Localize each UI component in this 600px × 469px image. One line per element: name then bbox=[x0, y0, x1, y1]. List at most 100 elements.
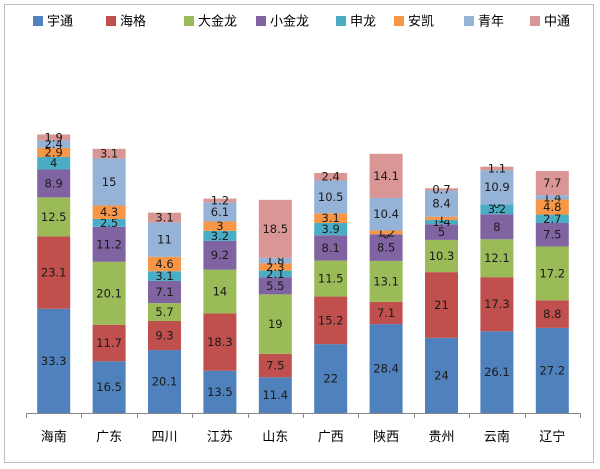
bar-segment bbox=[480, 331, 514, 413]
data-label: 9.2 bbox=[211, 248, 229, 262]
bar-segment bbox=[92, 205, 126, 219]
data-label: 3.1 bbox=[155, 269, 173, 283]
data-label: 5.7 bbox=[155, 305, 173, 319]
bar-segment bbox=[37, 236, 71, 309]
bar-segment bbox=[480, 239, 514, 278]
x-tick-label: 广西 bbox=[318, 430, 344, 445]
stacked-bar-chart: 宇通 海格 大金龙 小金龙 申龙 安凯 青年 中通 33.323.112.58.942.92.… bbox=[26, 14, 581, 445]
legend-label: 小金龙 bbox=[270, 14, 309, 30]
bar-segment bbox=[535, 300, 569, 328]
data-label: 23.1 bbox=[41, 266, 67, 280]
legend-label: 青年 bbox=[478, 15, 504, 30]
bar-segment bbox=[535, 223, 569, 247]
x-tick-label: 辽宁 bbox=[539, 429, 565, 445]
data-label: 2.3 bbox=[266, 260, 284, 274]
data-label: 16.5 bbox=[96, 380, 122, 394]
bar-segment bbox=[148, 271, 181, 281]
legend: 宇通 海格 大金龙 小金龙 申龙 安凯 青年 中通 bbox=[33, 14, 570, 30]
bar-segment bbox=[535, 246, 569, 301]
data-label: 11.2 bbox=[96, 237, 122, 251]
data-label: 11.5 bbox=[318, 272, 344, 286]
bar-segment bbox=[480, 204, 514, 215]
data-label: 33.3 bbox=[41, 354, 67, 368]
bar-segment bbox=[37, 140, 71, 148]
data-label: 3.9 bbox=[322, 222, 340, 236]
bar-segment bbox=[369, 230, 403, 235]
bar-segment bbox=[92, 218, 126, 227]
bar-segment bbox=[92, 261, 126, 325]
data-label: 15 bbox=[102, 175, 117, 189]
bar-segment bbox=[314, 180, 348, 214]
bar-segment bbox=[37, 147, 71, 157]
data-label: 27.2 bbox=[539, 363, 565, 377]
bar-segment bbox=[37, 308, 71, 413]
data-label: 8 bbox=[493, 220, 500, 234]
bar-segment bbox=[203, 240, 237, 270]
data-label: 5.5 bbox=[266, 279, 284, 293]
data-label: 11 bbox=[157, 233, 172, 247]
bar-segment bbox=[258, 294, 292, 354]
x-axis: 海南 广东 四川 江苏 山东 广西 陕西 贵州 云南 辽宁 bbox=[26, 413, 581, 445]
bar-segment bbox=[425, 239, 458, 273]
data-label: 4 bbox=[50, 156, 57, 170]
data-label: 14 bbox=[213, 285, 228, 299]
data-label: 2.4 bbox=[45, 137, 63, 151]
data-label: 0.7 bbox=[432, 182, 450, 196]
data-label: 7.5 bbox=[266, 359, 284, 373]
data-label: 4.3 bbox=[100, 205, 118, 219]
data-label: 3.1 bbox=[100, 147, 118, 161]
data-label: 26.1 bbox=[484, 365, 510, 379]
bar-segment bbox=[535, 171, 569, 196]
data-label: 10.4 bbox=[373, 207, 399, 221]
data-label: 17.3 bbox=[484, 297, 510, 311]
legend-swatch bbox=[394, 16, 404, 26]
data-label: 18.3 bbox=[207, 335, 233, 349]
bar-segment bbox=[92, 226, 126, 262]
bar-segment bbox=[203, 269, 237, 314]
bar-segment bbox=[258, 263, 292, 271]
bar-segment bbox=[148, 222, 181, 257]
bar-segment bbox=[369, 324, 403, 413]
bar-segment bbox=[148, 280, 181, 304]
data-label: 2.9 bbox=[45, 145, 63, 159]
bar-segment bbox=[480, 166, 514, 171]
bar-segment bbox=[425, 216, 458, 220]
bar-segment bbox=[37, 169, 71, 198]
data-label: 19 bbox=[268, 317, 283, 331]
legend-swatch bbox=[184, 16, 194, 26]
legend-swatch bbox=[336, 16, 346, 26]
bar-segment bbox=[258, 257, 292, 264]
data-label: 2.7 bbox=[543, 212, 561, 226]
bar-segment bbox=[369, 234, 403, 261]
bar-segment bbox=[37, 197, 71, 237]
bar-segment bbox=[92, 158, 126, 206]
data-label: 17.2 bbox=[539, 266, 565, 280]
bar-segment bbox=[203, 202, 237, 222]
bar-segment bbox=[535, 199, 569, 215]
data-label: 3.1 bbox=[155, 211, 173, 225]
bar-segment bbox=[258, 377, 292, 413]
legend-swatch bbox=[464, 16, 474, 26]
legend-label: 中通 bbox=[544, 15, 570, 30]
bar-segment bbox=[425, 337, 458, 413]
legend-swatch bbox=[530, 16, 540, 26]
bar-segment bbox=[425, 224, 458, 240]
bar-segment bbox=[203, 370, 237, 413]
data-label: 1.2 bbox=[211, 193, 229, 207]
data-label: 10.3 bbox=[429, 249, 455, 263]
bar-segment bbox=[148, 303, 181, 321]
bar-segment bbox=[148, 320, 181, 351]
bar-segment bbox=[425, 190, 458, 217]
bar-segment bbox=[92, 148, 126, 159]
legend-label: 大金龙 bbox=[198, 14, 237, 30]
x-tick-label: 山东 bbox=[262, 430, 288, 445]
bar-segment bbox=[314, 296, 348, 345]
x-tick-label: 江苏 bbox=[207, 429, 233, 445]
data-label: 2.5 bbox=[100, 216, 118, 230]
data-label: 14.1 bbox=[373, 169, 399, 183]
bar-segment bbox=[92, 324, 126, 362]
data-label: 10.5 bbox=[318, 190, 344, 204]
data-label: 8.4 bbox=[432, 197, 450, 211]
data-label: 8.9 bbox=[45, 176, 63, 190]
bar-segment bbox=[203, 230, 237, 241]
